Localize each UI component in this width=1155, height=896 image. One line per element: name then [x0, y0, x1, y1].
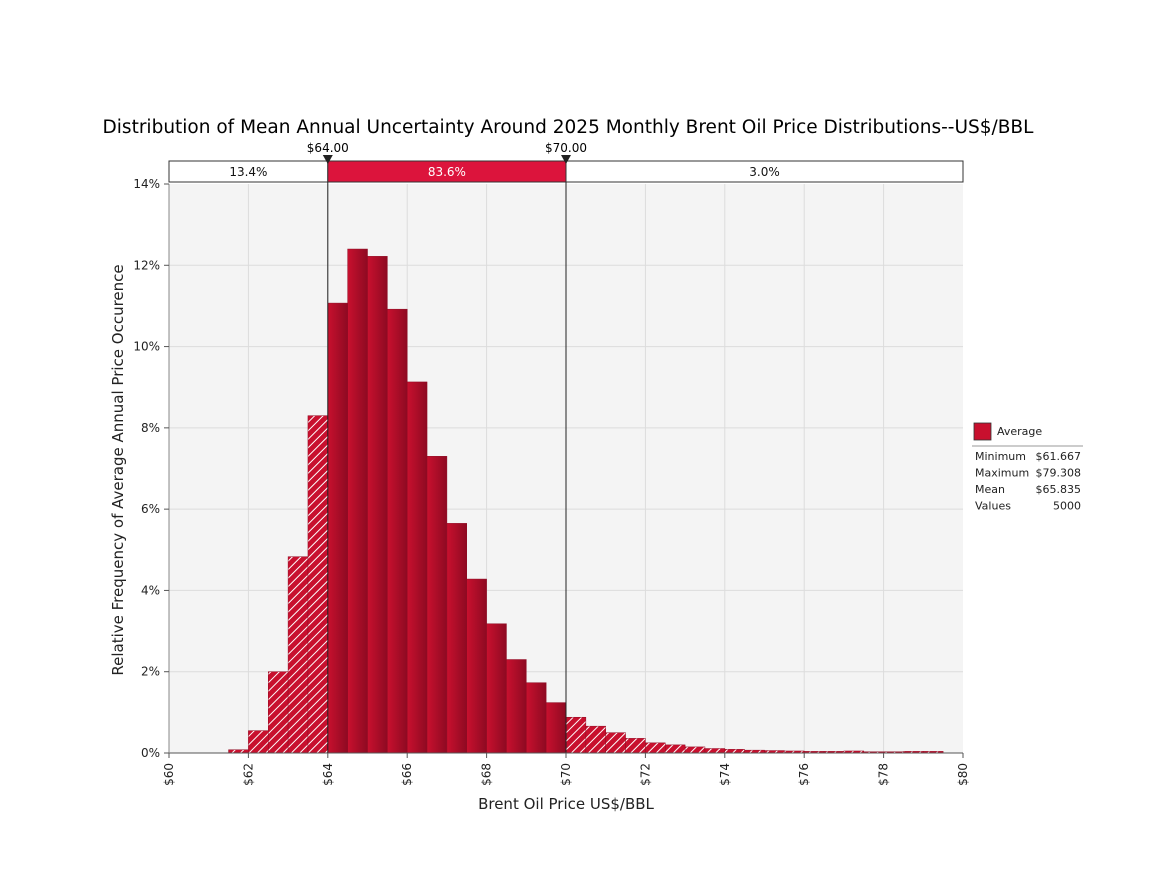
legend-stat-label: Values — [975, 500, 1011, 513]
histogram-bar — [248, 730, 269, 754]
x-tick-labels: $60 $62 $64 $66 $68 $70 $72 $74 $76 $78 $80 — [162, 763, 970, 786]
y-tick-label: 2% — [141, 665, 160, 679]
region-box — [565, 160, 964, 183]
histogram-bar — [387, 308, 408, 754]
histogram-bar — [367, 256, 388, 754]
histogram-bar — [486, 623, 507, 754]
legend-stat-value: $65.835 — [1036, 483, 1082, 496]
region-label: 83.6% — [428, 165, 466, 179]
histogram-bar — [506, 659, 527, 754]
x-tick-label: $62 — [241, 763, 255, 786]
histogram-bar — [565, 716, 587, 754]
axes — [164, 183, 964, 758]
delimiter-lines — [327, 182, 567, 753]
x-tick-label: $72 — [638, 763, 652, 786]
x-tick-label: $66 — [400, 763, 414, 786]
x-tick-label: $78 — [877, 763, 891, 786]
histogram-bar — [287, 556, 309, 754]
probability-region-bar: 13.4% 83.6% 3.0% — [168, 160, 964, 183]
x-tick-label: $60 — [162, 763, 176, 786]
histogram-bar — [684, 746, 706, 754]
delimiter-triangle-icon — [561, 155, 571, 164]
x-tick-label: $80 — [956, 763, 970, 786]
legend-series-name: Average — [997, 425, 1042, 438]
y-tick-label: 12% — [133, 258, 160, 272]
histogram-bar — [665, 744, 686, 754]
y-tick-label: 14% — [133, 177, 160, 191]
histogram-bar — [406, 381, 428, 754]
legend-stat-label: Minimum — [975, 450, 1026, 463]
histogram-bar — [704, 748, 726, 754]
delimiter-label: $70.00 — [545, 141, 587, 155]
y-tick-label: 4% — [141, 583, 160, 597]
y-tick-labels: 0% 2% 4% 6% 8% 10% 12% 14% — [133, 177, 160, 760]
legend-stat-label: Maximum — [975, 467, 1029, 480]
delimiter-triangle-icon — [322, 155, 333, 164]
histogram-bar — [307, 415, 329, 754]
legend-stat-value: $61.667 — [1036, 450, 1082, 463]
x-tick-label: $76 — [797, 763, 811, 786]
histogram-bar — [446, 523, 467, 754]
histogram-bars — [228, 248, 944, 754]
y-tick-label: 0% — [141, 746, 160, 760]
legend: Average Minimum $61.667 Maximum $79.308 Mean… — [972, 422, 1083, 513]
y-tick-label: 8% — [141, 421, 160, 435]
histogram-bar — [327, 302, 348, 754]
y-tick-label: 10% — [133, 340, 160, 354]
histogram-bar — [347, 248, 368, 754]
legend-swatch — [973, 422, 992, 441]
histogram-bar — [526, 682, 547, 754]
region-label: 3.0% — [749, 165, 780, 179]
histogram-bar — [545, 702, 567, 754]
legend-stats: Minimum $61.667 Maximum $79.308 Mean $65.835 V… — [975, 450, 1081, 513]
x-tick-label: $70 — [559, 763, 573, 786]
delimiter-markers: $64.00 $70.00 — [307, 141, 587, 164]
y-tick-label: 6% — [141, 502, 160, 516]
delimiter-label: $64.00 — [307, 141, 349, 155]
x-tick-label: $74 — [718, 763, 732, 786]
histogram-bar — [625, 738, 646, 754]
legend-stat-value: 5000 — [1053, 500, 1081, 513]
x-tick-label: $68 — [480, 763, 494, 786]
histogram-bar — [466, 578, 487, 754]
chart-title: Distribution of Mean Annual Uncertainty … — [103, 117, 1035, 138]
histogram-bar — [605, 732, 626, 754]
histogram-bar — [645, 742, 666, 754]
legend-stat-label: Mean — [975, 483, 1005, 496]
histogram-bar — [724, 749, 745, 754]
y-axis-label: Relative Frequency of Average Annual Pri… — [109, 264, 127, 675]
x-axis-label: Brent Oil Price US$/BBL — [478, 795, 654, 813]
histogram-bar — [268, 671, 289, 754]
histogram-bar — [426, 456, 448, 754]
histogram-bar — [585, 725, 606, 754]
region-label: 13.4% — [229, 165, 267, 179]
legend-stat-value: $79.308 — [1036, 467, 1082, 480]
x-tick-label: $64 — [321, 763, 335, 786]
